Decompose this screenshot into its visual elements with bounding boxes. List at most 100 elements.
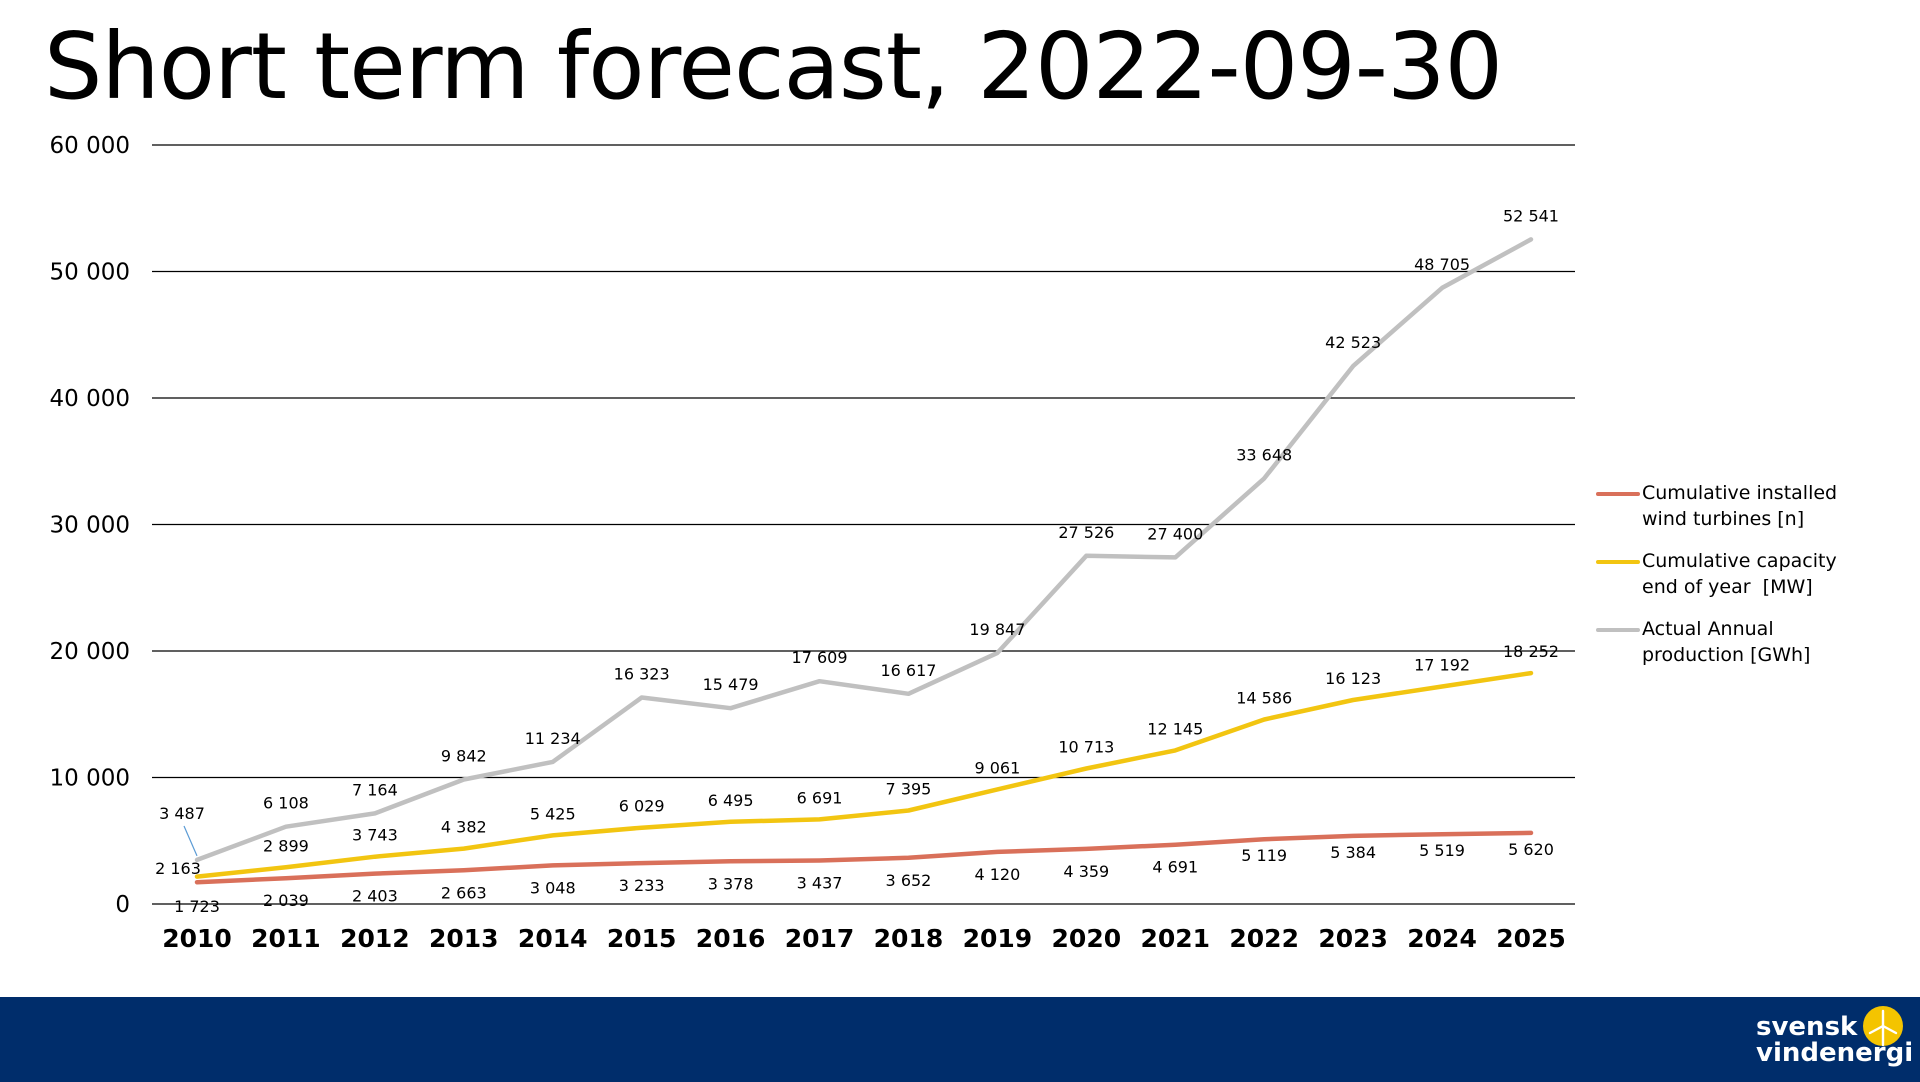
x-tick-label: 2024 xyxy=(1407,924,1477,953)
data-label-capacity: 3 743 xyxy=(352,826,398,845)
x-tick-label: 2012 xyxy=(340,924,410,953)
logo-word-svensk: svensk xyxy=(1756,1012,1858,1042)
data-label-production: 27 526 xyxy=(1058,523,1114,542)
data-label-production: 48 705 xyxy=(1414,255,1470,274)
data-label-production: 42 523 xyxy=(1325,333,1381,352)
line-chart: 0 10 000 20 000 30 000 40 000 50 000 60 000 20… xyxy=(50,133,1575,953)
x-tick-label: 2019 xyxy=(963,924,1033,953)
data-label-turbines: 2 039 xyxy=(263,891,309,910)
data-label-capacity: 10 713 xyxy=(1058,737,1114,756)
legend-label-turbines-line2: wind turbines [n] xyxy=(1642,508,1805,530)
wind-turbine-icon xyxy=(1863,1006,1903,1047)
data-label-turbines: 5 620 xyxy=(1508,840,1554,859)
x-tick-label: 2022 xyxy=(1229,924,1299,953)
x-tick-label: 2014 xyxy=(518,924,588,953)
data-label-capacity: 16 123 xyxy=(1325,669,1381,688)
series-line-capacity xyxy=(194,670,1534,879)
x-tick-label: 2023 xyxy=(1318,924,1388,953)
legend-item-capacity: Cumulative capacity end of year [MW] xyxy=(1596,548,1896,600)
legend-label-production-line1: Actual Annual xyxy=(1642,618,1774,640)
data-label-capacity: 6 029 xyxy=(619,797,665,816)
data-label-production: 7 164 xyxy=(352,780,398,799)
data-label-production: 16 617 xyxy=(880,661,936,680)
data-label-capacity: 6 495 xyxy=(708,791,754,810)
y-tick-label: 10 000 xyxy=(50,766,130,792)
data-label-turbines: 5 384 xyxy=(1330,843,1376,862)
series-line-turbines xyxy=(194,830,1534,885)
data-label-capacity: 2 163 xyxy=(155,859,201,878)
x-tick-label: 2025 xyxy=(1496,924,1566,953)
y-tick-label: 50 000 xyxy=(50,260,130,286)
data-label-production: 3 487 xyxy=(159,804,205,823)
data-label-production: 15 479 xyxy=(703,675,759,694)
data-label-turbines: 4 691 xyxy=(1152,858,1198,877)
x-tick-label: 2013 xyxy=(429,924,499,953)
legend-label-turbines-line1: Cumulative installed xyxy=(1642,482,1838,504)
data-label-capacity: 6 691 xyxy=(797,788,843,807)
data-label-capacity: 5 425 xyxy=(530,804,576,823)
legend-item-production: Actual Annual production [GWh] xyxy=(1596,616,1896,668)
data-label-production: 11 234 xyxy=(525,729,581,748)
y-tick-label: 0 xyxy=(115,892,130,918)
data-label-capacity: 18 252 xyxy=(1503,642,1559,661)
x-tick-label: 2021 xyxy=(1140,924,1210,953)
data-label-capacity: 14 586 xyxy=(1236,688,1292,707)
data-label-turbines: 1 723 xyxy=(174,897,220,916)
x-tick-label: 2011 xyxy=(251,924,321,953)
x-axis-ticks: 2010 2011 2012 2013 2014 2015 2016 2017 2018 2019… xyxy=(162,924,1566,953)
data-label-capacity: 9 061 xyxy=(974,758,1020,777)
legend-swatch-turbines xyxy=(1596,492,1640,496)
data-label-production: 19 847 xyxy=(969,620,1025,639)
data-label-production: 27 400 xyxy=(1147,524,1203,543)
x-tick-label: 2020 xyxy=(1052,924,1122,953)
y-tick-label: 40 000 xyxy=(50,386,130,412)
gridlines xyxy=(152,144,1575,905)
x-tick-label: 2015 xyxy=(607,924,677,953)
data-label-capacity: 17 192 xyxy=(1414,656,1470,675)
legend-swatch-production xyxy=(1596,628,1640,632)
series-lines xyxy=(194,237,1534,885)
data-label-capacity: 7 395 xyxy=(886,779,932,798)
y-tick-label: 30 000 xyxy=(50,513,130,539)
chart-legend: Cumulative installed wind turbines [n] C… xyxy=(1596,480,1896,684)
series-line-production xyxy=(194,237,1534,863)
x-tick-label: 2017 xyxy=(785,924,855,953)
leader-lines xyxy=(183,825,198,857)
data-label-production: 52 541 xyxy=(1503,206,1559,225)
data-label-turbines: 2 403 xyxy=(352,887,398,906)
data-label-production: 17 609 xyxy=(792,648,848,667)
data-label-turbines: 4 359 xyxy=(1063,862,1109,881)
footer-bar: svensk vindenergi xyxy=(0,997,1920,1082)
brand-logo: svensk vindenergi xyxy=(1756,1005,1913,1077)
y-tick-label: 20 000 xyxy=(50,639,130,665)
page-title: Short term forecast, 2022-09-30 xyxy=(44,13,1503,120)
data-label-turbines: 5 119 xyxy=(1241,846,1287,865)
legend-label-capacity-line1: Cumulative capacity xyxy=(1642,550,1837,572)
data-label-turbines: 5 519 xyxy=(1419,841,1465,860)
data-label-turbines: 4 120 xyxy=(974,865,1020,884)
data-label-turbines: 2 663 xyxy=(441,883,487,902)
leader-line-production-2010 xyxy=(183,825,198,857)
data-label-capacity: 2 899 xyxy=(263,836,309,855)
legend-item-turbines: Cumulative installed wind turbines [n] xyxy=(1596,480,1896,532)
data-label-turbines: 3 437 xyxy=(797,874,843,893)
data-label-turbines: 3 048 xyxy=(530,878,576,897)
data-label-turbines: 3 378 xyxy=(708,874,754,893)
data-label-production: 9 842 xyxy=(441,746,487,765)
data-label-turbines: 3 652 xyxy=(886,871,932,890)
x-tick-label: 2018 xyxy=(874,924,944,953)
y-axis-ticks: 0 10 000 20 000 30 000 40 000 50 000 60 000 xyxy=(50,133,130,918)
x-tick-label: 2010 xyxy=(162,924,232,953)
data-label-production: 6 108 xyxy=(263,794,309,813)
legend-swatch-capacity xyxy=(1596,560,1640,564)
data-label-capacity: 12 145 xyxy=(1147,719,1203,738)
y-tick-label: 60 000 xyxy=(50,133,130,159)
x-tick-label: 2016 xyxy=(696,924,766,953)
legend-label-production-line2: production [GWh] xyxy=(1642,644,1811,666)
legend-label-capacity-line2: end of year [MW] xyxy=(1642,576,1813,598)
data-labels: 1 723 2 039 2 403 2 663 3 048 3 233 3 378 3 437… xyxy=(155,206,1559,916)
data-label-production: 16 323 xyxy=(614,665,670,684)
data-label-production: 33 648 xyxy=(1236,445,1292,464)
data-label-turbines: 3 233 xyxy=(619,876,665,895)
data-label-capacity: 4 382 xyxy=(441,818,487,837)
